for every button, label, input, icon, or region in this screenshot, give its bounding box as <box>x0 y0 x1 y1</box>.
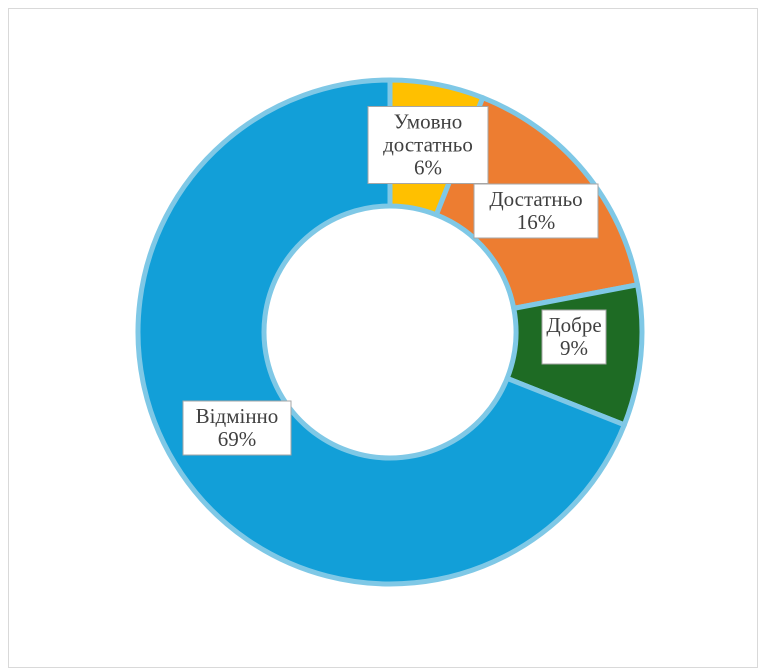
data-label-category: Добре <box>546 313 601 337</box>
data-label-box <box>182 400 292 456</box>
data-label-category: достатньо <box>383 133 473 157</box>
doughnut-chart: Умовнодостатньо6%Достатньо16%Добре9%Відм… <box>135 77 645 587</box>
data-labels: Умовнодостатньо6%Достатньо16%Добре9%Відм… <box>182 106 607 456</box>
data-label-category: Достатньо <box>489 187 582 211</box>
data-label-percent: 16% <box>517 210 556 234</box>
data-label-percent: 6% <box>414 156 442 180</box>
data-label-box <box>367 106 489 184</box>
data-label-percent: 69% <box>218 427 257 451</box>
data-label-category: Умовно <box>394 110 462 134</box>
data-label-box <box>541 309 607 365</box>
data-label-percent: 9% <box>560 336 588 360</box>
data-label-box <box>473 183 599 239</box>
data-label-category: Відмінно <box>196 404 279 428</box>
slice-4 <box>135 77 627 587</box>
